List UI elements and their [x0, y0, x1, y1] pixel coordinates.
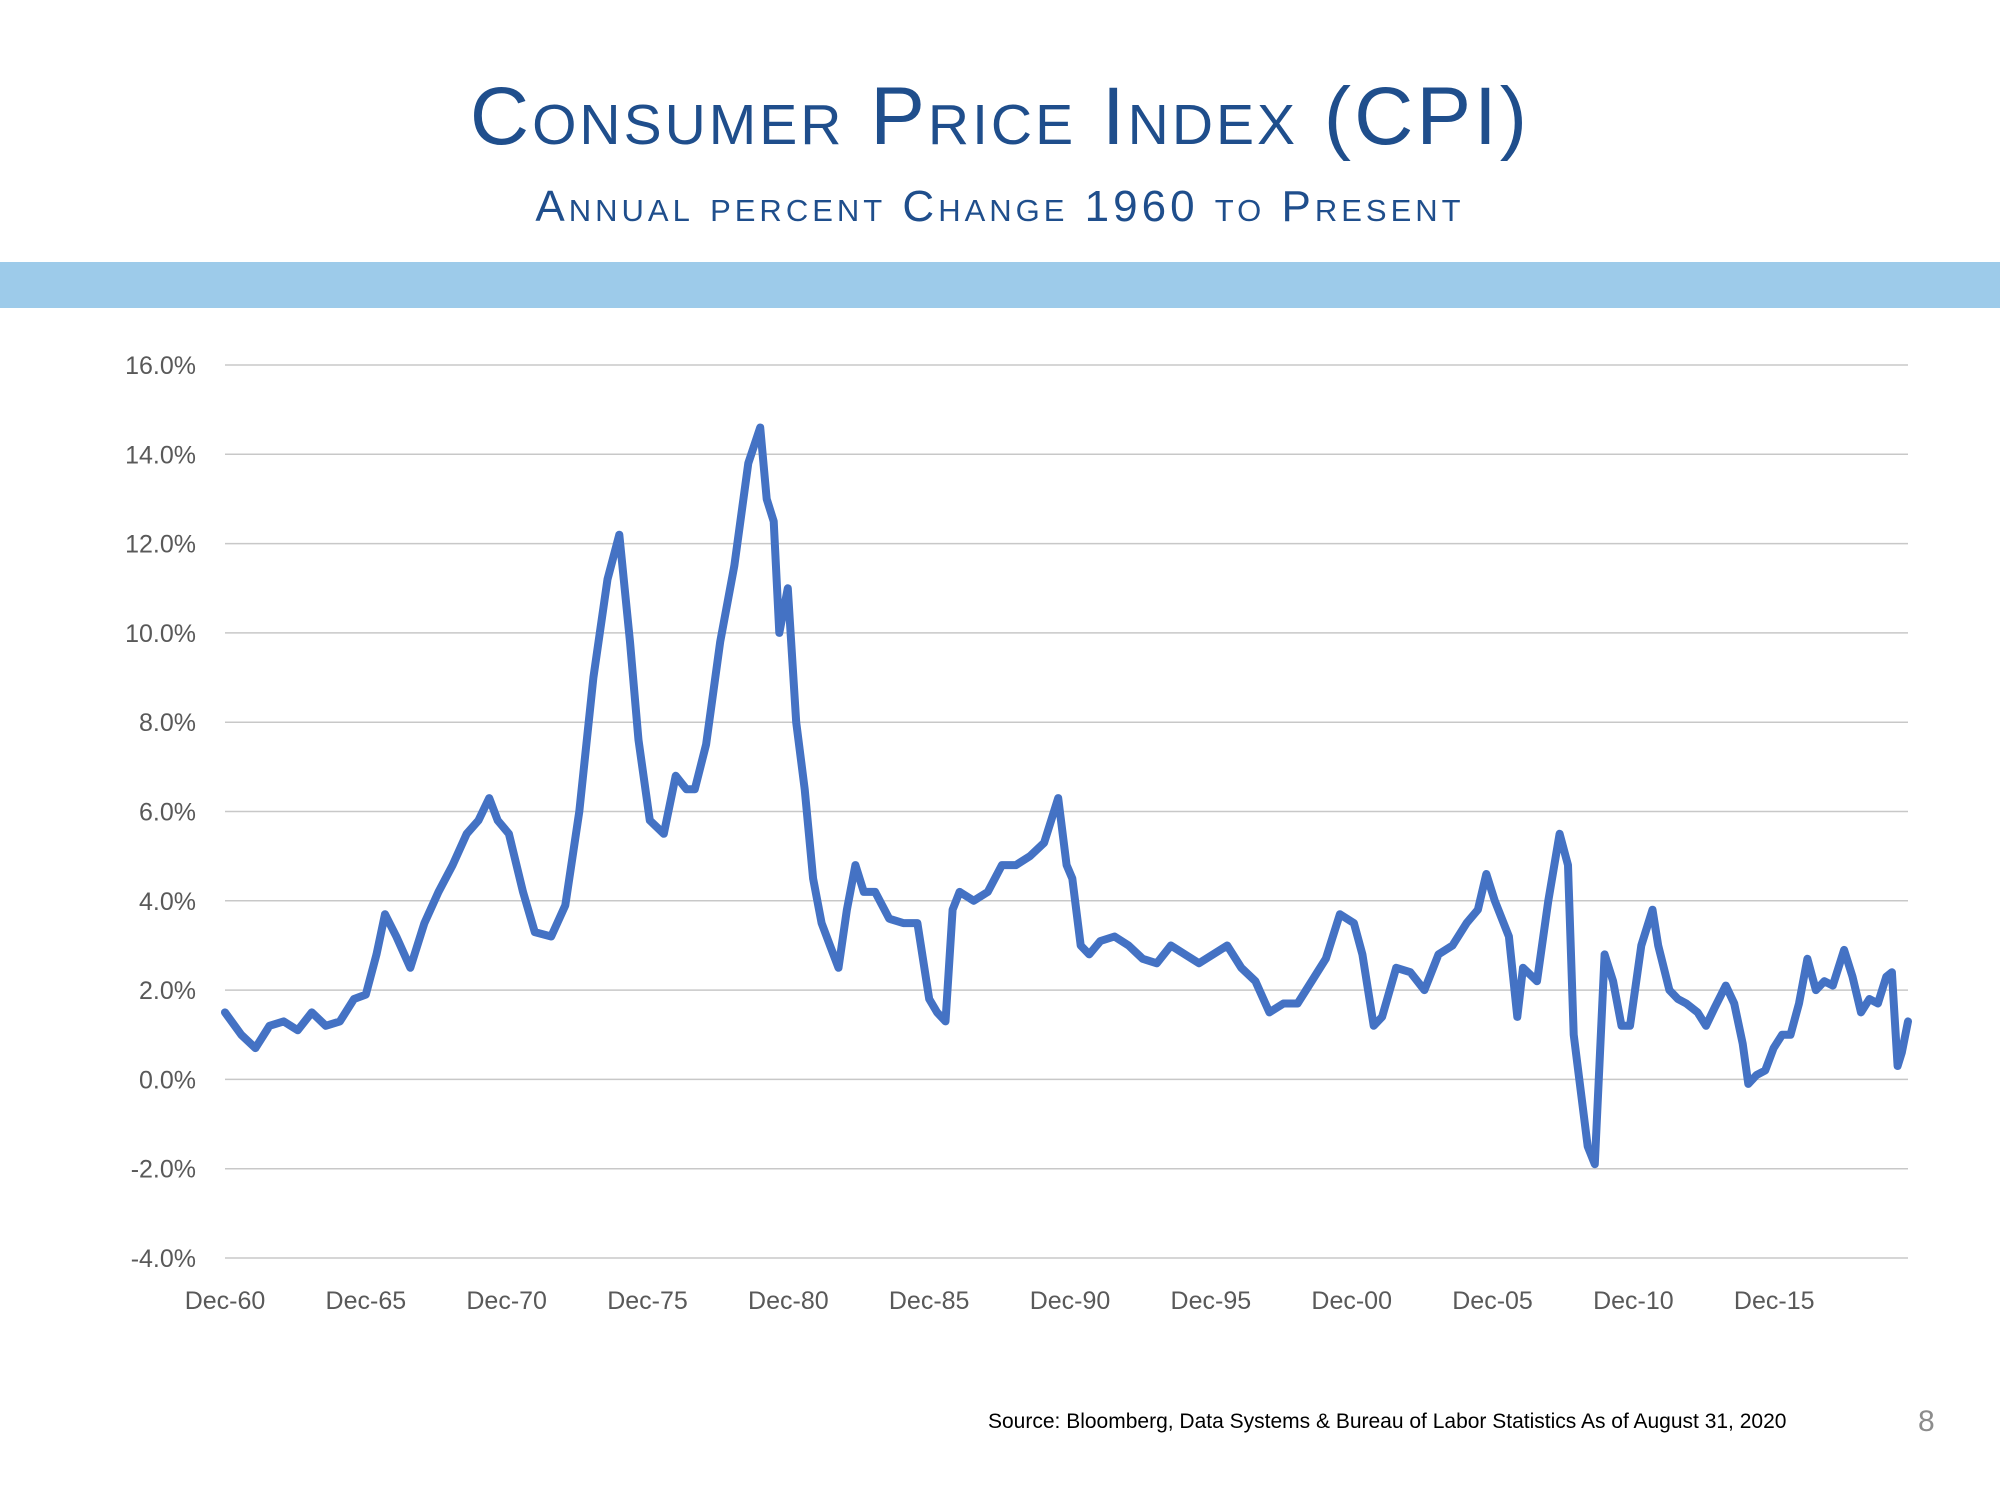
- x-tick-label: Dec-85: [889, 1287, 970, 1315]
- x-axis-tick-labels: Dec-60 Dec-65 Dec-70 Dec-75 Dec-80 Dec-85 Dec-…: [185, 1287, 1815, 1315]
- y-axis-tick-labels: 16.0% 14.0% 12.0% 10.0% 8.0% 6.0% 4.0% 2.0% 0.0%…: [125, 352, 196, 1273]
- x-tick-label: Dec-90: [1030, 1287, 1111, 1315]
- x-tick-label: Dec-80: [748, 1287, 829, 1315]
- x-tick-label: Dec-60: [185, 1287, 266, 1315]
- cpi-series-line: [221, 423, 1912, 1169]
- y-tick-label: 6.0%: [139, 799, 196, 827]
- gridlines: [225, 364, 1908, 1259]
- y-tick-label: 2.0%: [139, 977, 196, 1005]
- page-title: Consumer Price Index (CPI): [469, 71, 1531, 162]
- page-number: 8: [1918, 1405, 1935, 1438]
- x-tick-label: Dec-75: [607, 1287, 688, 1315]
- x-tick-label: Dec-70: [466, 1287, 547, 1315]
- x-tick-label: Dec-05: [1452, 1287, 1533, 1315]
- y-tick-label: 14.0%: [125, 441, 196, 469]
- y-tick-label: 8.0%: [139, 709, 196, 737]
- y-tick-label: 16.0%: [125, 352, 196, 380]
- y-tick-label: -4.0%: [131, 1245, 196, 1273]
- x-tick-label: Dec-00: [1311, 1287, 1392, 1315]
- y-tick-label: 10.0%: [125, 620, 196, 648]
- y-tick-label: 12.0%: [125, 531, 196, 559]
- y-tick-label: -2.0%: [131, 1156, 196, 1184]
- x-tick-label: Dec-95: [1171, 1287, 1252, 1315]
- y-tick-label: 4.0%: [139, 888, 196, 916]
- header-band: [0, 262, 2000, 308]
- source-note: Source: Bloomberg, Data Systems & Bureau…: [988, 1410, 1787, 1433]
- x-tick-label: Dec-65: [326, 1287, 407, 1315]
- x-tick-label: Dec-10: [1593, 1287, 1674, 1315]
- series-layer: [221, 423, 1912, 1169]
- y-tick-label: 0.0%: [139, 1066, 196, 1094]
- page-subtitle: Annual percent Change 1960 to Present: [535, 182, 1465, 231]
- x-tick-label: Dec-15: [1734, 1287, 1815, 1315]
